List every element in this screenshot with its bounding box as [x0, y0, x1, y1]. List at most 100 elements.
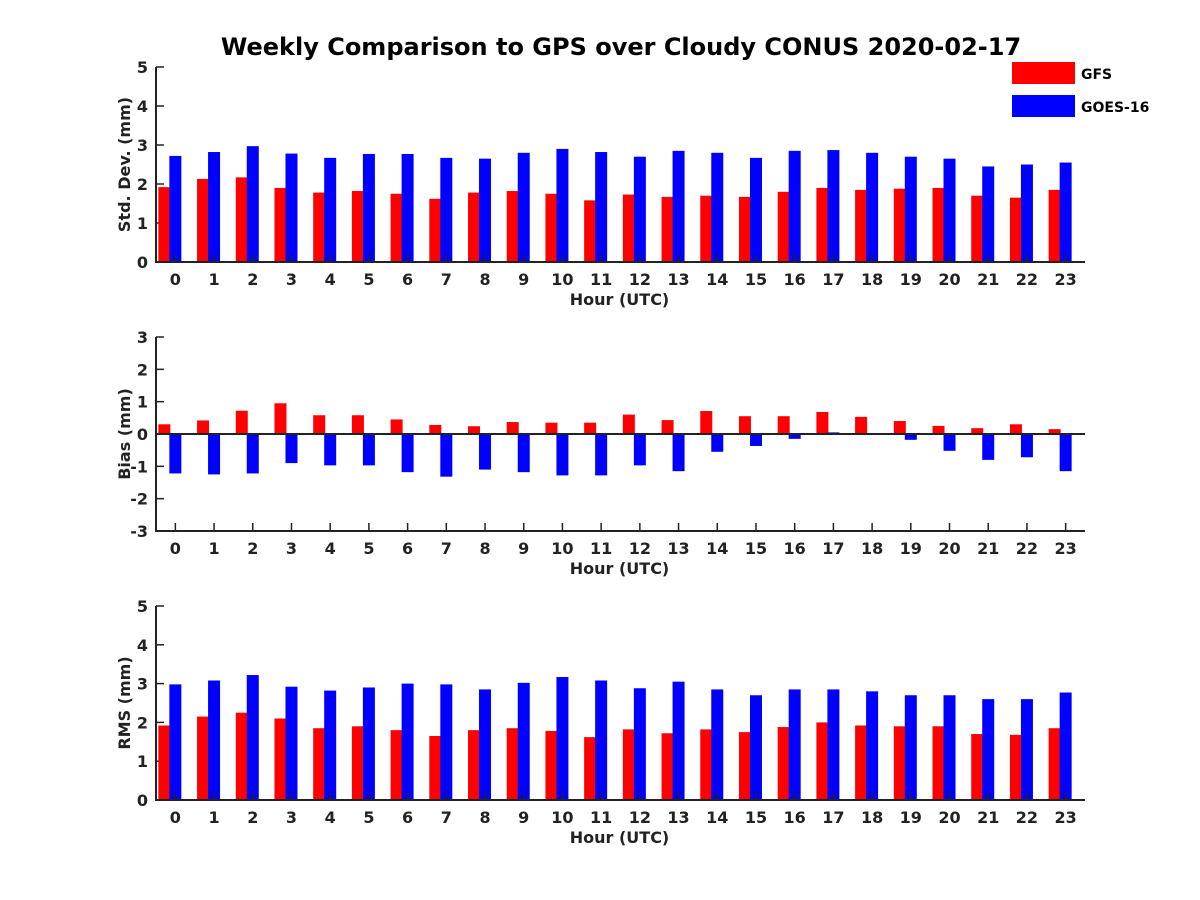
y-tick-label: 5 [137, 58, 148, 77]
bar-goes-16-23 [1059, 692, 1072, 800]
y-tick-label: 3 [137, 136, 148, 155]
x-tick-label: 13 [667, 270, 689, 289]
bar-goes-16-14 [711, 152, 724, 262]
bar-goes-16-11 [595, 680, 608, 800]
bar-gfs-10 [545, 730, 558, 800]
bar-gfs-21 [971, 428, 984, 434]
y-tick-label: 2 [137, 175, 148, 194]
bar-gfs-19 [893, 421, 906, 434]
bar-goes-16-20 [943, 434, 956, 451]
x-tick-label: 20 [938, 270, 960, 289]
x-tick-label: 11 [590, 539, 612, 558]
x-tick-label: 19 [900, 539, 922, 558]
y-tick-label: 0 [137, 425, 148, 444]
bar-gfs-12 [622, 729, 635, 800]
bar-goes-16-1 [208, 152, 221, 262]
x-tick-label: 8 [479, 539, 490, 558]
x-tick-label: 3 [286, 539, 297, 558]
bar-gfs-11 [584, 737, 597, 800]
bar-gfs-14 [700, 195, 713, 262]
bar-gfs-23 [1048, 429, 1061, 434]
bar-gfs-20 [932, 726, 945, 800]
bar-goes-16-0 [169, 434, 182, 474]
x-tick-label: 12 [629, 808, 651, 827]
bar-goes-16-13 [672, 681, 685, 800]
bar-goes-16-10 [556, 677, 569, 800]
x-tick-label: 9 [518, 808, 529, 827]
y-tick-label: -1 [130, 457, 148, 476]
x-tick-label: 10 [551, 270, 573, 289]
bar-gfs-0 [158, 725, 171, 800]
x-tick-label: 12 [629, 539, 651, 558]
x-tick-label: 8 [479, 270, 490, 289]
bar-gfs-7 [429, 198, 442, 262]
x-tick-label: 19 [900, 808, 922, 827]
bar-gfs-17 [816, 722, 829, 800]
bar-goes-16-9 [517, 434, 530, 473]
bar-goes-16-15 [749, 157, 762, 262]
x-tick-label: 6 [402, 539, 413, 558]
x-tick-label: 15 [745, 539, 767, 558]
y-axis-label: RMS (mm) [115, 656, 134, 749]
bar-gfs-20 [932, 187, 945, 262]
x-tick-label: 1 [208, 808, 219, 827]
bar-goes-16-13 [672, 150, 685, 262]
x-tick-label: 3 [286, 270, 297, 289]
bar-gfs-18 [855, 416, 868, 434]
bar-goes-16-12 [633, 156, 646, 262]
bar-gfs-8 [468, 192, 481, 262]
bar-gfs-22 [1009, 197, 1022, 262]
bar-goes-16-20 [943, 158, 956, 262]
y-tick-label: 2 [137, 360, 148, 379]
y-tick-label: 0 [137, 791, 148, 810]
bar-goes-16-20 [943, 695, 956, 800]
bar-gfs-1 [197, 420, 210, 434]
x-tick-label: 11 [590, 808, 612, 827]
bar-goes-16-11 [595, 152, 608, 262]
x-tick-label: 2 [247, 539, 258, 558]
bar-gfs-11 [584, 200, 597, 262]
bar-goes-16-13 [672, 434, 685, 472]
y-tick-label: 5 [137, 597, 148, 616]
x-tick-label: 20 [938, 539, 960, 558]
bar-gfs-10 [545, 193, 558, 262]
x-tick-label: 16 [784, 270, 806, 289]
x-tick-label: 2 [247, 808, 258, 827]
bar-goes-16-7 [440, 434, 453, 477]
bar-goes-16-1 [208, 680, 221, 800]
bar-gfs-8 [468, 730, 481, 800]
x-tick-label: 1 [208, 539, 219, 558]
x-tick-label: 23 [1055, 808, 1077, 827]
bar-goes-16-19 [904, 695, 917, 800]
bar-gfs-0 [158, 187, 171, 262]
y-tick-label: -3 [130, 522, 148, 541]
bar-gfs-5 [351, 415, 364, 434]
x-tick-label: 2 [247, 270, 258, 289]
bar-goes-16-15 [749, 695, 762, 800]
bar-gfs-16 [777, 191, 790, 262]
bar-gfs-22 [1009, 424, 1022, 434]
y-axis-label: Std. Dev. (mm) [115, 97, 134, 232]
y-tick-label: 1 [137, 752, 148, 771]
bar-goes-16-21 [982, 699, 995, 800]
bar-goes-16-7 [440, 157, 453, 262]
y-tick-label: 4 [137, 636, 148, 655]
bar-goes-16-14 [711, 434, 724, 452]
bar-goes-16-9 [517, 152, 530, 262]
x-tick-label: 0 [170, 270, 181, 289]
x-tick-label: 6 [402, 808, 413, 827]
bar-gfs-4 [313, 192, 326, 262]
bar-gfs-14 [700, 729, 713, 800]
chart-title: Weekly Comparison to GPS over Cloudy CON… [221, 33, 1021, 61]
bar-goes-16-18 [866, 691, 879, 800]
x-tick-label: 14 [706, 539, 728, 558]
bar-goes-16-10 [556, 434, 569, 476]
x-tick-label: 12 [629, 270, 651, 289]
bar-gfs-7 [429, 424, 442, 434]
x-tick-label: 16 [784, 808, 806, 827]
y-tick-label: 0 [137, 253, 148, 272]
bar-gfs-17 [816, 187, 829, 262]
bar-gfs-19 [893, 726, 906, 800]
x-tick-label: 23 [1055, 270, 1077, 289]
